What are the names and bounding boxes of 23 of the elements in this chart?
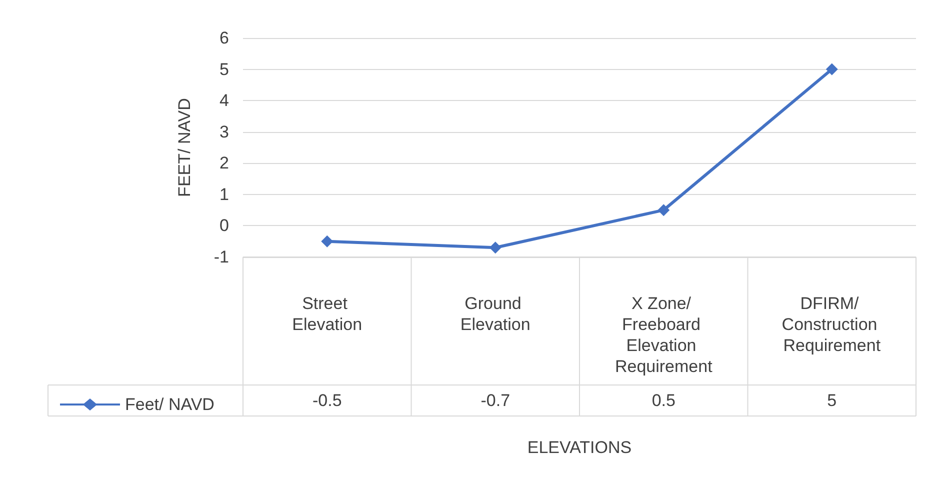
y-tick-label: 6 <box>220 28 229 48</box>
x-tick-label: DFIRM/ Construction Requirement <box>782 294 882 355</box>
y-tick-label: 5 <box>220 60 229 79</box>
point <box>826 63 838 76</box>
data-label: 5 <box>827 391 837 410</box>
x-tick-label: Street Elevation <box>292 294 362 334</box>
point <box>658 204 670 216</box>
data-label: -0.7 <box>480 391 510 410</box>
y-tick-label: 4 <box>220 91 229 110</box>
y-tick-label: 1 <box>220 184 229 204</box>
data-label: 0.5 <box>652 391 676 410</box>
point <box>489 242 502 254</box>
data-label: -0.5 <box>312 391 342 410</box>
x-axis-title: ELEVATIONS <box>527 438 632 457</box>
y-tick-label: 0 <box>220 216 229 236</box>
legend-label: Feet/ NAVD <box>125 395 214 414</box>
y-tick-label: 3 <box>220 122 229 142</box>
y-tick-label: 2 <box>220 154 229 173</box>
y-axis-title: FEET/ NAVD <box>175 98 194 197</box>
x-tick-label: X Zone/ Freeboard Elevation Requirement <box>614 294 713 376</box>
x-tick-label: Ground Elevation <box>460 294 530 334</box>
y-tick-label: -1 <box>214 248 229 266</box>
point <box>321 235 334 248</box>
